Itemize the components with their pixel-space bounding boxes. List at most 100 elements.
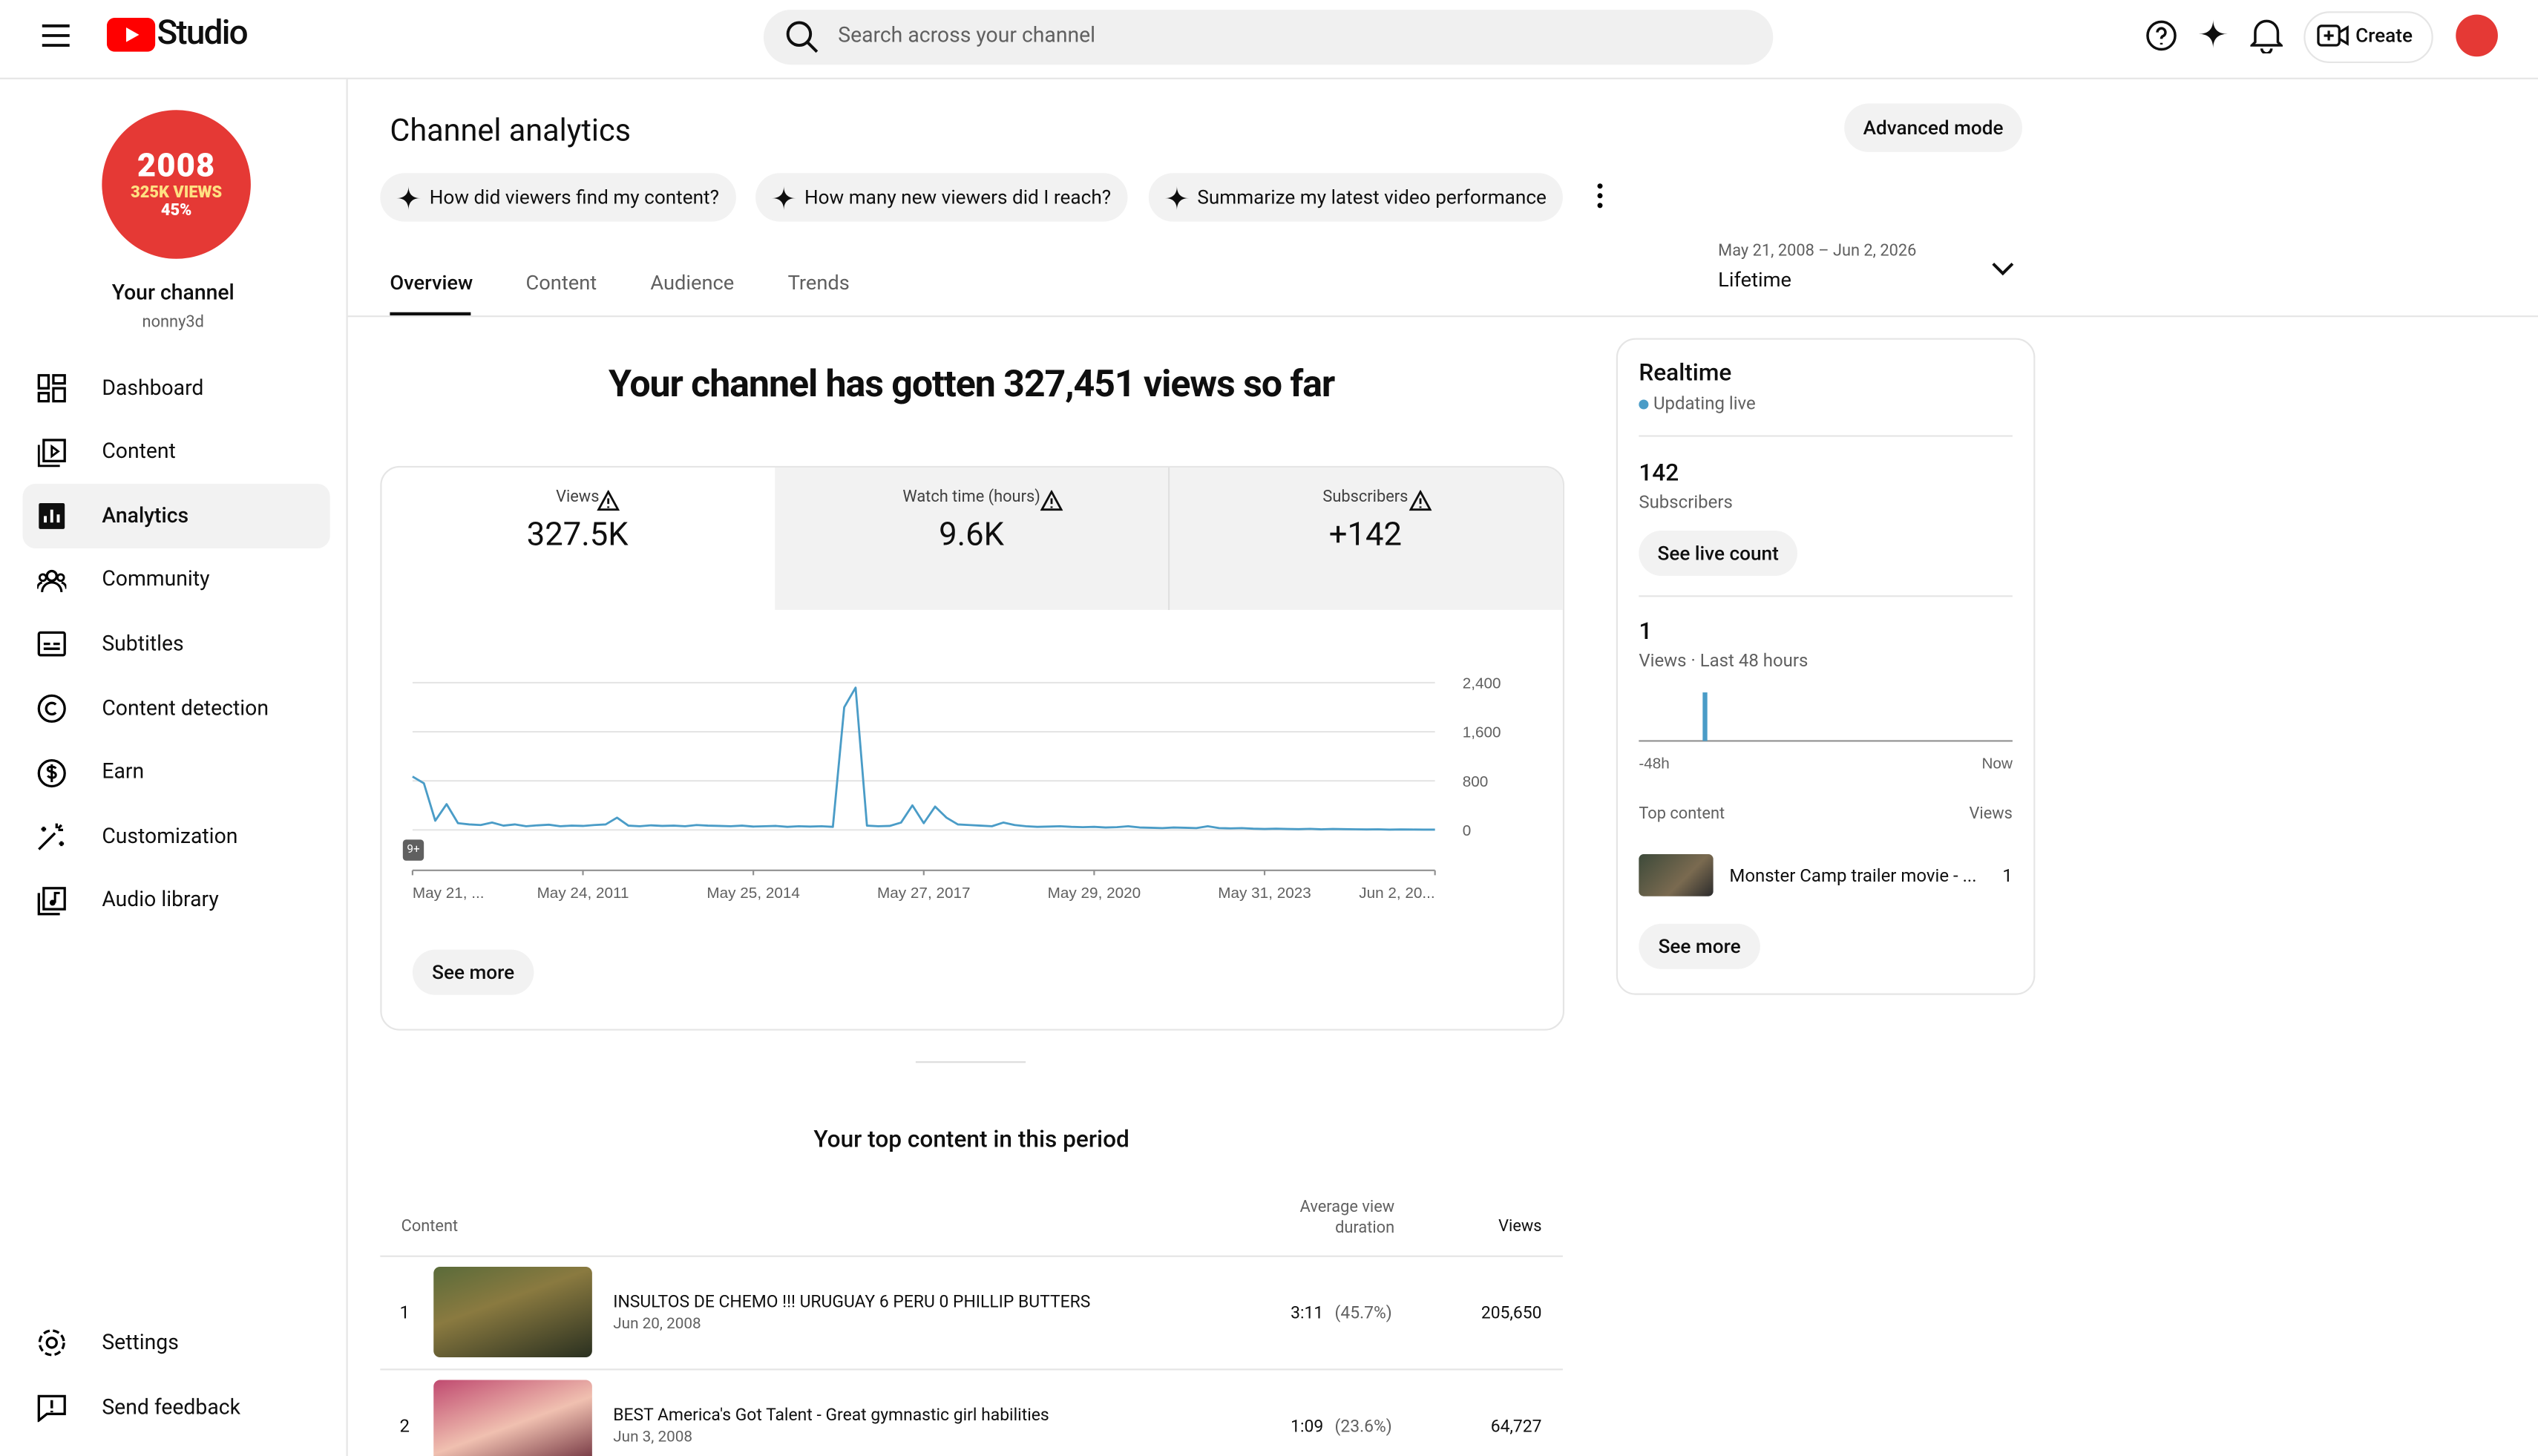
warning-icon: [597, 487, 620, 511]
live-dot: [1639, 399, 1649, 410]
notifications-icon[interactable]: [2250, 18, 2283, 53]
date-range[interactable]: May 21, 2008 – Jun 2, 2026: [1718, 243, 1917, 260]
search-box[interactable]: [763, 10, 1774, 65]
overview-card: [380, 465, 1565, 1031]
nav-icon: [37, 694, 66, 723]
sparkle-icon: [1164, 186, 1190, 211]
nav-icon: [37, 758, 66, 787]
advanced-mode-button[interactable]: Advanced mode: [1844, 103, 2022, 152]
see-live-count-button[interactable]: See live count: [1639, 531, 1797, 577]
see-more-button[interactable]: See more: [1639, 923, 1760, 969]
search-icon: [786, 21, 819, 53]
avg-percent: (23.6%): [1334, 1415, 1392, 1437]
views: 64,727: [1490, 1415, 1542, 1437]
tabs-divider: [347, 315, 2538, 318]
prompt-chip[interactable]: How did viewers find my content?: [380, 173, 736, 222]
create-icon: [2317, 24, 2349, 47]
nav-label[interactable]: Content: [102, 440, 176, 465]
headline: Your channel has gotten 327,451 views so…: [608, 362, 1335, 407]
tab[interactable]: Audience: [650, 272, 735, 296]
video-title[interactable]: INSULTOS DE CHEMO !!! URUGUAY 6 PERU 0 P…: [613, 1291, 1091, 1312]
video-title[interactable]: BEST America's Got Talent - Great gymnas…: [613, 1404, 1049, 1426]
tab[interactable]: Trends: [787, 272, 850, 296]
nav-icon: [37, 569, 67, 592]
nav-item[interactable]: Content detection: [23, 676, 330, 741]
divider: [1639, 435, 2013, 437]
nav-item[interactable]: Earn: [23, 741, 330, 805]
tab-indicator: [390, 312, 471, 316]
nav-label[interactable]: Audio library: [102, 888, 219, 914]
channel-name: Your channel: [111, 281, 235, 306]
nav-label[interactable]: Earn: [102, 760, 145, 785]
nav-label[interactable]: Content detection: [102, 696, 269, 721]
realtime-status: Updating live: [1653, 393, 1756, 415]
nav-item[interactable]: Dashboard: [23, 356, 330, 421]
thumbnail[interactable]: [1639, 854, 1714, 896]
warning-glyph: [597, 489, 620, 511]
tab[interactable]: Content: [525, 272, 597, 296]
nav-label[interactable]: Dashboard: [102, 376, 204, 401]
help-icon[interactable]: [2145, 19, 2181, 55]
warning-icon: [1039, 487, 1063, 511]
table-divider: [380, 1255, 1563, 1257]
avg-percent: (45.7%): [1334, 1302, 1392, 1324]
more-button[interactable]: [1595, 181, 1607, 210]
thumbnail[interactable]: [433, 1380, 592, 1456]
nav-item[interactable]: Community: [23, 548, 330, 613]
warning-glyph: [1039, 489, 1063, 511]
menu-button[interactable]: [42, 23, 71, 49]
metric-value: 9.6K: [939, 514, 1005, 554]
page-title: Channel analytics: [390, 111, 632, 149]
nav-item[interactable]: Customization: [23, 804, 330, 869]
dropdown-icon[interactable]: [1992, 260, 2015, 277]
sparkle-icon: [396, 186, 421, 211]
logo-text[interactable]: Studio: [157, 14, 248, 53]
prompt-chip[interactable]: Summarize my latest video performance: [1148, 173, 1563, 222]
see-more-button[interactable]: See more: [412, 949, 534, 995]
nav-label[interactable]: Customization: [102, 824, 238, 849]
nav-label[interactable]: Community: [102, 568, 210, 593]
prompt-text[interactable]: How many new viewers did I reach?: [804, 186, 1112, 209]
tab[interactable]: Overview: [390, 272, 473, 296]
logo-icon[interactable]: [106, 17, 156, 52]
search-placeholder[interactable]: Search across your channel: [838, 24, 1096, 49]
channel-handle: nonny3d: [142, 313, 204, 332]
rank: 2: [399, 1415, 410, 1437]
period[interactable]: Lifetime: [1718, 268, 1791, 293]
create-label[interactable]: Create: [2355, 24, 2413, 47]
nav-item[interactable]: Subtitles: [23, 612, 330, 677]
nav-item[interactable]: Audio library: [23, 868, 330, 933]
sparkle-icon: [771, 186, 796, 211]
metric-label: Subscribers: [1322, 488, 1409, 507]
nav-label[interactable]: Send feedback: [102, 1395, 240, 1420]
nav-label[interactable]: Analytics: [102, 504, 189, 529]
prompt-chip[interactable]: How many new viewers did I reach?: [755, 173, 1128, 222]
metric-label: Watch time (hours): [902, 488, 1040, 507]
sidebar-divider: [346, 79, 348, 1456]
rank: 1: [399, 1302, 410, 1324]
nav-item[interactable]: Settings: [23, 1311, 330, 1375]
thumbnail[interactable]: [433, 1266, 592, 1358]
channel-avatar[interactable]: 2008 325K VIEWS 45%: [102, 110, 251, 259]
nav-icon: [39, 503, 65, 530]
annotation-badge[interactable]: 9+: [402, 839, 424, 861]
ai-icon[interactable]: [2198, 19, 2232, 52]
nav-item[interactable]: Analytics: [22, 484, 330, 549]
nav-label[interactable]: Settings: [102, 1331, 179, 1355]
top-content-item[interactable]: Monster Camp trailer movie - ...: [1729, 865, 1977, 887]
nav-icon: [38, 824, 65, 851]
nav-label[interactable]: Subtitles: [102, 632, 184, 657]
prompt-text[interactable]: Summarize my latest video performance: [1197, 186, 1547, 209]
avatar-line: 325K VIEWS: [131, 184, 223, 203]
metric-value: 327.5K: [526, 514, 629, 554]
nav-icon: [37, 438, 66, 467]
prompt-text[interactable]: How did viewers find my content?: [429, 186, 720, 209]
nav-item[interactable]: Content: [23, 420, 330, 485]
video-date: Jun 3, 2008: [613, 1428, 693, 1446]
create-button[interactable]: [2303, 11, 2433, 64]
nav-item[interactable]: Send feedback: [23, 1375, 330, 1440]
top-bar: [0, 0, 2538, 79]
account-avatar[interactable]: [2456, 14, 2498, 57]
